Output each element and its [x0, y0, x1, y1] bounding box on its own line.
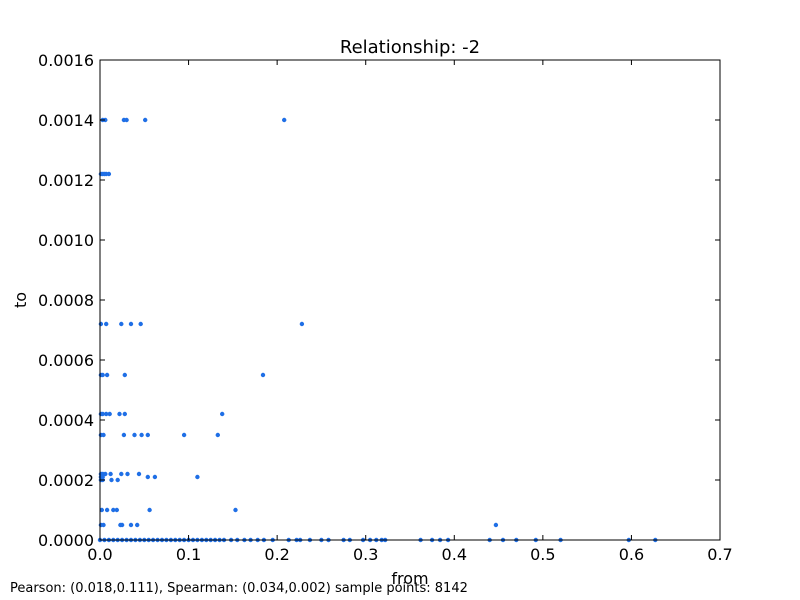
data-point: [106, 171, 112, 177]
y-tick-label: 0.0004: [38, 411, 94, 430]
data-point: [101, 432, 106, 438]
x-tick-label: 0.5: [530, 545, 555, 564]
data-point: [111, 507, 116, 513]
data-point: [107, 411, 112, 417]
x-tick-label: 0.3: [353, 545, 378, 564]
data-point: [100, 411, 105, 417]
y-tick-label: 0.0010: [38, 231, 94, 250]
y-tick-label: 0.0012: [38, 171, 94, 190]
data-point: [135, 522, 140, 528]
y-tick-label: 0.0014: [38, 111, 94, 130]
y-tick-label: 0.0008: [38, 291, 94, 310]
y-tick-label: 0.0000: [38, 531, 94, 550]
data-point: [128, 522, 134, 528]
data-point: [132, 432, 137, 438]
x-tick-label: 0.2: [264, 545, 289, 564]
data-point: [109, 477, 114, 483]
plot-frame: [99, 59, 721, 541]
data-point: [215, 432, 220, 438]
data-point: [121, 432, 127, 438]
x-axis: 0.0 0.1 0.2 0.3 0.4 0.5 0.6 0.7: [87, 60, 733, 564]
x-tick-label: 0.6: [619, 545, 644, 564]
data-point: [117, 411, 122, 417]
data-point: [104, 372, 110, 378]
data-point: [114, 507, 120, 513]
data-point: [260, 372, 266, 378]
data-point: [125, 471, 130, 477]
data-point: [152, 474, 158, 480]
data-point: [119, 321, 124, 327]
data-point: [98, 321, 104, 327]
y-tick-label: 0.0016: [38, 51, 94, 70]
data-point: [104, 321, 109, 327]
data-points: [97, 117, 658, 543]
data-point: [143, 117, 148, 123]
x-tick-label: 0.1: [176, 545, 201, 564]
data-point: [122, 411, 128, 417]
x-tick-label: 0.7: [707, 545, 732, 564]
data-point: [195, 474, 200, 480]
data-point: [122, 372, 128, 378]
data-point: [145, 432, 150, 438]
x-tick-label: 0.0: [87, 545, 112, 564]
data-point: [124, 117, 129, 123]
data-point: [220, 411, 225, 417]
data-point: [101, 522, 106, 528]
data-point: [493, 522, 499, 528]
data-point: [103, 471, 108, 477]
chart-title: Relationship: -2: [340, 37, 480, 58]
data-point: [119, 522, 125, 528]
data-point: [233, 507, 238, 513]
y-tick-label: 0.0002: [38, 471, 94, 490]
data-point: [145, 474, 150, 480]
stats-footer: Pearson: (0.018,0.111), Spearman: (0.034…: [10, 581, 468, 596]
data-point: [299, 321, 305, 327]
data-point: [119, 471, 124, 477]
data-point: [139, 432, 144, 438]
data-point: [147, 507, 152, 513]
data-point: [282, 117, 287, 123]
x-axis-label: from: [391, 569, 428, 588]
data-point: [103, 117, 108, 123]
data-point: [108, 471, 113, 477]
y-tick-label: 0.0006: [38, 351, 94, 370]
data-point: [136, 471, 142, 477]
y-axis-label: to: [11, 292, 30, 308]
data-point: [104, 411, 109, 417]
data-point: [104, 507, 110, 513]
data-point: [100, 372, 105, 378]
y-axis: 0.0000 0.0002 0.0004 0.0006 0.0008 0.0010 0.00…: [38, 51, 720, 550]
data-point: [181, 432, 187, 438]
x-tick-label: 0.4: [442, 545, 467, 564]
data-point: [99, 507, 105, 513]
data-point: [115, 477, 120, 483]
data-point: [138, 321, 143, 327]
data-point: [128, 321, 134, 327]
